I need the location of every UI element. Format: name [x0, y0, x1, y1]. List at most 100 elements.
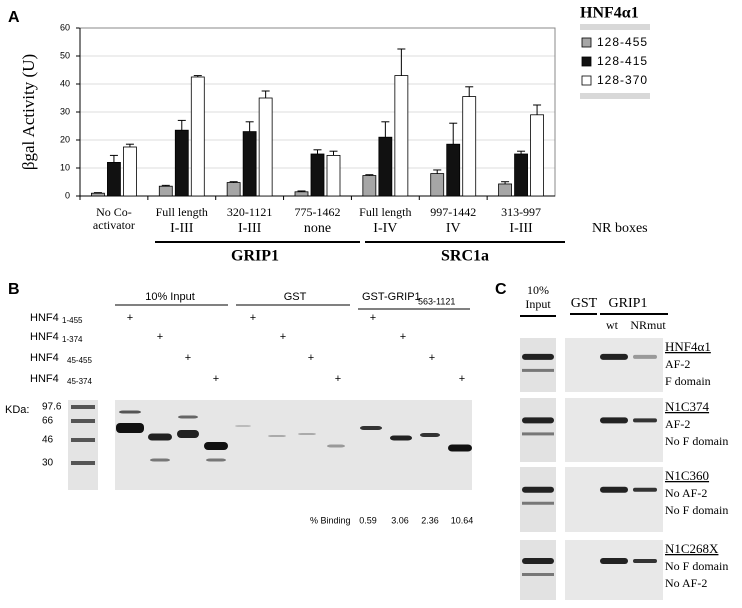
gel-band — [633, 487, 657, 492]
gel — [520, 467, 556, 532]
bar — [378, 136, 393, 197]
gel-band — [522, 573, 554, 576]
block-note: F domain — [665, 374, 711, 388]
header: Input — [525, 297, 551, 311]
gel-band — [268, 435, 286, 437]
gel-band — [633, 559, 657, 563]
gel-band — [204, 442, 228, 450]
bar — [190, 76, 205, 197]
gel-band — [206, 458, 226, 462]
marker-label: 97.6 — [42, 402, 62, 413]
block-name: N1C268X — [665, 541, 719, 556]
gel-band — [448, 444, 472, 452]
bar — [158, 185, 173, 197]
gel-band — [390, 435, 412, 441]
plus-mark: + — [370, 312, 376, 324]
bar — [91, 192, 105, 197]
kda-label: KDa: — [5, 404, 29, 416]
bar — [430, 173, 445, 197]
nr-box-label: I-III — [509, 221, 533, 236]
gel-band — [71, 419, 95, 423]
gel-band — [71, 461, 95, 465]
x-tick-label: 313-997 — [501, 205, 542, 219]
bar — [394, 75, 409, 197]
gel-band — [600, 353, 628, 360]
legend-label: 128-455 — [597, 35, 648, 49]
bar — [258, 97, 273, 197]
x-tick-label: 320-1121 — [226, 205, 273, 219]
row-sub: 45-374 — [67, 377, 92, 386]
x-tick-label: Full length — [359, 205, 412, 219]
gel-band — [600, 417, 628, 424]
gel — [115, 400, 472, 490]
panel-label: A — [8, 9, 20, 26]
legend-decoration — [580, 93, 650, 99]
y-tick-label: 30 — [60, 106, 70, 116]
header: 10% Input — [145, 291, 195, 303]
block-note: No F domain — [665, 434, 728, 448]
bar — [362, 175, 377, 197]
gel — [565, 540, 663, 600]
row-label: HNF4 — [30, 352, 59, 364]
row-label: HNF4 — [30, 331, 59, 343]
plus-mark: + — [308, 352, 314, 364]
nr-box-label: I-IV — [373, 221, 397, 236]
block-name: N1C360 — [665, 468, 709, 483]
gel-band — [116, 423, 144, 433]
x-tick-label: 997-1442 — [430, 205, 477, 219]
lane-label: wt — [606, 318, 619, 332]
plus-mark: + — [250, 312, 256, 324]
gel-band — [150, 458, 170, 462]
bar — [226, 182, 241, 197]
block-note: No AF-2 — [665, 576, 707, 590]
gel — [565, 338, 663, 392]
gel-band — [178, 415, 198, 419]
bar — [107, 161, 121, 197]
panel-label: C — [495, 281, 507, 298]
bar — [498, 183, 512, 197]
plus-mark: + — [400, 331, 406, 343]
header-sub: 563-1121 — [418, 296, 455, 306]
bar — [123, 146, 137, 197]
y-tick-label: 20 — [60, 134, 70, 144]
legend-label: 128-415 — [597, 54, 648, 68]
block-note: No F domain — [665, 559, 728, 573]
gel-band — [633, 418, 657, 423]
gel-band — [600, 558, 628, 564]
gel-band — [522, 368, 554, 372]
gel — [565, 398, 663, 462]
gel-band — [522, 486, 554, 493]
bar — [514, 153, 528, 197]
block-note: No F domain — [665, 503, 728, 517]
x-tick-label: No Co-activator — [92, 205, 135, 232]
binding-value: 0.59 — [359, 515, 377, 525]
gel-band — [600, 486, 628, 493]
gel — [520, 338, 556, 392]
panel-label: B — [8, 281, 20, 298]
plus-mark: + — [459, 373, 465, 385]
binding-value: 10.64 — [451, 515, 474, 525]
gel-band — [71, 405, 95, 409]
gel-band — [522, 353, 554, 360]
gel — [565, 467, 663, 532]
group-label: SRC1a — [441, 248, 489, 265]
row-sub: 45-455 — [67, 356, 92, 365]
bar — [242, 131, 257, 197]
gel-band — [177, 430, 199, 438]
header: GST-GRIP1 — [362, 291, 421, 303]
bar — [326, 154, 341, 197]
gel-band — [522, 417, 554, 424]
gel-band — [71, 438, 95, 442]
group-label: GRIP1 — [231, 248, 279, 265]
gel — [520, 540, 556, 600]
gel — [520, 398, 556, 462]
x-tick-label: Full length — [155, 205, 208, 219]
row-sub: 1-455 — [62, 316, 83, 325]
y-tick-label: 0 — [65, 190, 70, 200]
y-tick-label: 60 — [60, 22, 70, 32]
nr-box-label: I-III — [238, 221, 262, 236]
block-note: AF-2 — [665, 417, 690, 431]
block-note: No AF-2 — [665, 486, 707, 500]
